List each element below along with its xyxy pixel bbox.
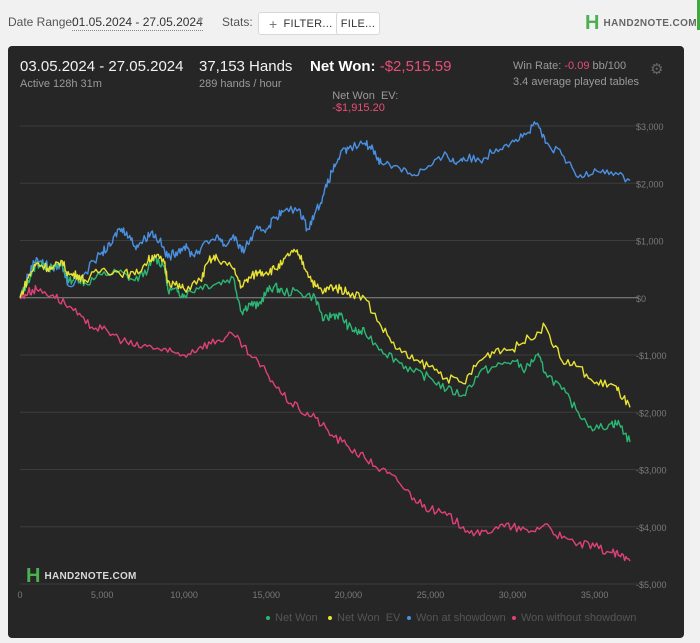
legend-item[interactable]: Won without showdown (512, 612, 636, 624)
brand-logo: H HAND2NOTE.COM (585, 12, 697, 34)
x-tick-label: 0 (17, 590, 22, 600)
win-rate-unit: bb/100 (592, 60, 627, 72)
date-range-picker[interactable]: 01.05.2024 - 27.05.2024 (72, 15, 203, 31)
series-line (19, 121, 631, 299)
series-line (19, 248, 631, 408)
filter-button-label: FILTER... (283, 17, 333, 30)
net-won-value: -$2,515.59 (379, 58, 452, 75)
y-tick-label: -$2,000 (636, 408, 667, 418)
toolbar: Date Range: 01.05.2024 - 27.05.2024 ▼ St… (0, 0, 700, 44)
y-tick-label: -$5,000 (636, 580, 667, 590)
legend-label: Won at showdown (416, 612, 506, 624)
x-tick-label: 25,000 (417, 590, 445, 600)
y-tick-label: -$1,000 (636, 351, 667, 361)
y-tick-label: $0 (636, 294, 646, 304)
plus-icon: + (269, 15, 278, 32)
y-tick-label: -$3,000 (636, 466, 667, 476)
legend-dot-icon (328, 616, 332, 620)
legend-dot-icon (512, 616, 516, 620)
hands-count: 37,153 Hands (199, 58, 293, 75)
watermark-text: HAND2NOTE.COM (44, 571, 137, 582)
x-axis-ticks: 0 5,000 10,000 15,000 20,000 25,000 30,000 35,0… (17, 590, 608, 600)
legend-item[interactable]: Net Won EV (328, 612, 400, 624)
watermark: H HAND2NOTE.COM (26, 565, 137, 588)
results-chart: $3,000 $2,000 $1,000 $0 -$1,000 -$2,000 -$3,00… (17, 121, 667, 600)
file-button-label: FILE... (340, 17, 376, 30)
gear-icon[interactable]: ⚙ (650, 61, 664, 78)
net-won-ev-value: -$1,915.20 (332, 102, 385, 114)
file-button[interactable]: FILE... (336, 12, 380, 35)
win-rate: Win Rate: -0.09 bb/100 (513, 60, 626, 72)
net-won: Net Won: -$2,515.59 (310, 58, 451, 75)
legend-dot-icon (266, 616, 270, 620)
grid-layer (20, 125, 638, 585)
legend-label: Net Won EV (337, 612, 401, 624)
date-range-label: Date Range: (8, 15, 76, 29)
x-tick-label: 15,000 (253, 590, 281, 600)
net-won-label: Net Won: (310, 58, 376, 75)
chart-legend: Net Won Net Won EV Won at showdown Won with… (0, 612, 700, 630)
x-tick-label: 35,000 (581, 590, 609, 600)
hand2note-logo-icon: H (585, 11, 600, 34)
legend-label: Net Won (275, 612, 318, 624)
legend-dot-icon (407, 616, 411, 620)
stats-label: Stats: (222, 15, 253, 29)
avg-tables-text: 3.4 average played tables (513, 76, 639, 88)
period-text: 03.05.2024 - 27.05.2024 (20, 58, 184, 75)
x-tick-label: 20,000 (335, 590, 363, 600)
y-tick-label: $2,000 (636, 179, 664, 189)
window-edge-accent (697, 0, 700, 30)
series-line (19, 284, 631, 562)
y-tick-label: $1,000 (636, 237, 664, 247)
net-won-ev-label: Net Won EV: (332, 90, 399, 102)
brand-logo-text: HAND2NOTE.COM (603, 17, 697, 29)
chart-panel: $3,000 $2,000 $1,000 $0 -$1,000 -$2,000 -$3,00… (8, 46, 684, 638)
x-tick-label: 10,000 (170, 590, 198, 600)
series-layer (19, 121, 631, 562)
legend-item[interactable]: Net Won (266, 612, 318, 624)
net-won-ev: Net Won EV: -$1,915.20 (320, 78, 398, 126)
x-tick-label: 5,000 (91, 590, 114, 600)
hand2note-logo-icon: H (26, 565, 41, 587)
active-time-text: Active 128h 31m (20, 78, 102, 90)
y-tick-label: -$4,000 (636, 523, 667, 533)
y-axis-ticks: $3,000 $2,000 $1,000 $0 -$1,000 -$2,000 -$3,00… (636, 122, 667, 590)
hands-per-hour: 289 hands / hour (199, 78, 282, 90)
y-tick-label: $3,000 (636, 122, 664, 132)
win-rate-value: -0.09 (564, 60, 590, 72)
win-rate-label: Win Rate: (513, 60, 562, 72)
series-line (19, 255, 631, 443)
chevron-down-icon[interactable]: ▼ (196, 15, 205, 25)
filter-button[interactable]: + FILTER... (258, 12, 344, 35)
legend-label: Won without showdown (521, 612, 637, 624)
x-tick-label: 30,000 (499, 590, 527, 600)
legend-item[interactable]: Won at showdown (407, 612, 506, 624)
